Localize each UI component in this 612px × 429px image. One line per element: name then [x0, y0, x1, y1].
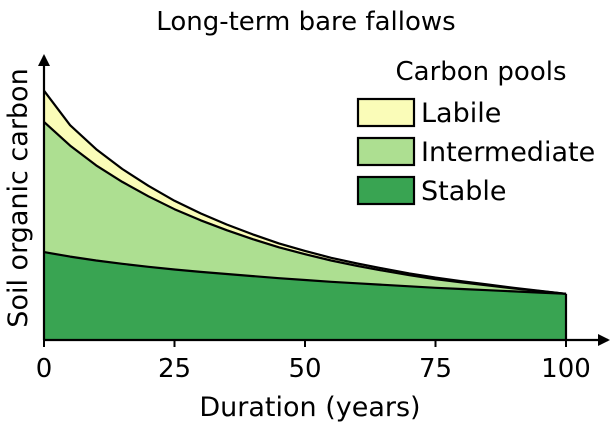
legend-swatch-intermediate	[356, 136, 416, 167]
x-tick-label-100: 100	[541, 354, 591, 384]
line-labile-upper	[43, 90, 567, 295]
legend-title: Carbon pools	[395, 57, 566, 87]
legend-label-stable: Stable	[421, 176, 507, 207]
chart-title: Long-term bare fallows	[156, 7, 455, 37]
x-tick-label-75: 75	[419, 354, 452, 384]
area-stable	[44, 252, 566, 340]
axes	[38, 54, 610, 346]
x-tick-label-50: 50	[288, 354, 321, 384]
plot-areas	[43, 90, 568, 340]
legend-label-intermediate: Intermediate	[421, 137, 595, 168]
legend: Carbon pools Labile Intermediate Stable	[356, 57, 595, 207]
area-intermediate	[44, 121, 566, 294]
legend-swatch-stable	[356, 175, 416, 206]
legend-swatch-labile	[356, 97, 416, 128]
x-axis-label: Duration (years)	[199, 392, 420, 423]
x-tick-label-0: 0	[36, 354, 53, 384]
x-ticks: 0 25 50 75 100	[36, 340, 591, 384]
x-tick-label-25: 25	[158, 354, 191, 384]
y-axis-label: Soil organic carbon	[3, 68, 34, 327]
line-stable-upper	[43, 251, 567, 295]
legend-label-labile: Labile	[421, 98, 501, 129]
